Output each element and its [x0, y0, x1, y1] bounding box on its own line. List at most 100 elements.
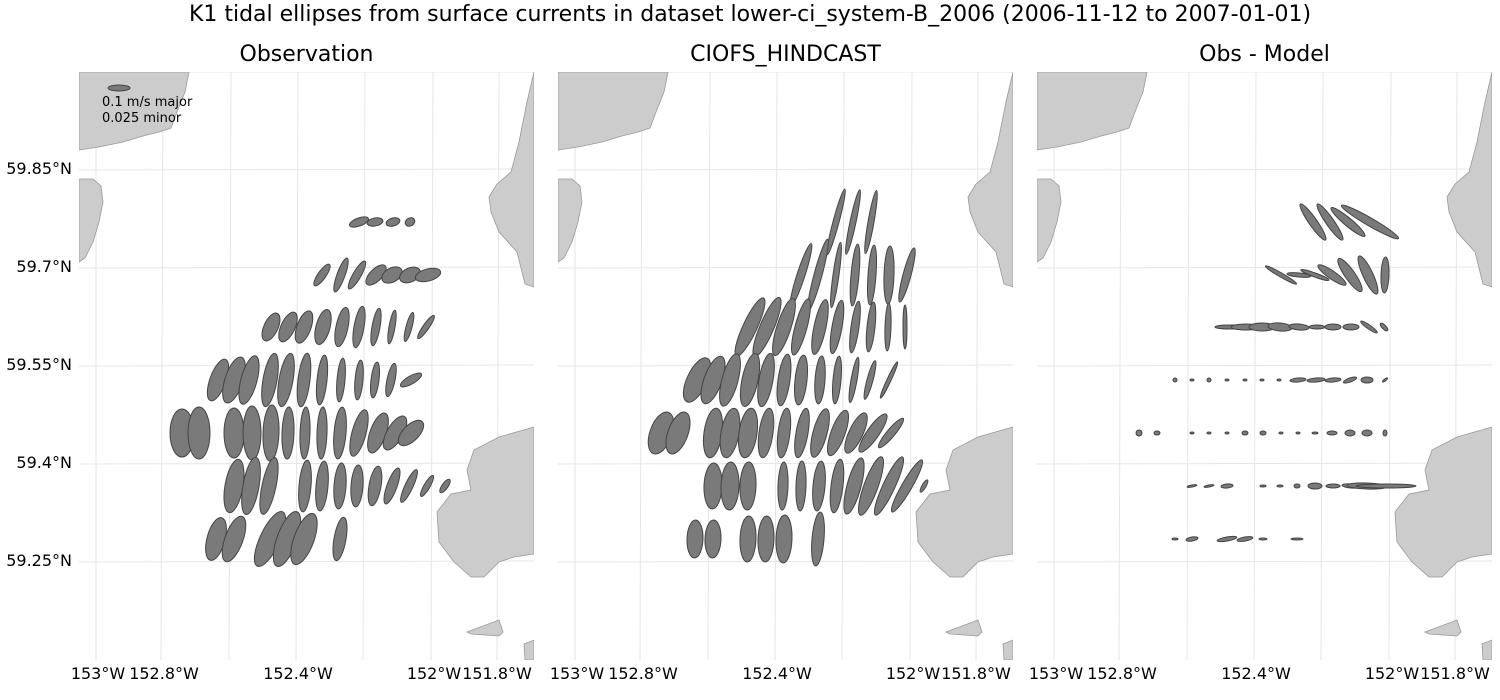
tidal-ellipse [1171, 537, 1179, 541]
gridline [909, 72, 913, 660]
legend-minor: 0.025 minor [102, 111, 182, 126]
tidal-ellipse [333, 462, 347, 510]
tidal-ellipse [419, 475, 435, 497]
tidal-ellipse [1324, 323, 1342, 331]
gridline [1037, 168, 1492, 171]
tidal-ellipse [1307, 482, 1323, 490]
lon-label: 153°W [1028, 664, 1084, 683]
tidal-ellipse [261, 312, 281, 342]
land-polygon [488, 72, 534, 288]
tidal-ellipse [720, 461, 740, 511]
tidal-ellipse [1206, 431, 1212, 435]
map-canvas [1037, 72, 1492, 660]
tidal-ellipse [1355, 483, 1417, 489]
tidal-ellipse [1330, 207, 1366, 237]
tidal-ellipse [299, 406, 311, 460]
lat-label: 59.55°N [6, 355, 72, 374]
tidal-ellipse [1360, 320, 1378, 334]
tidal-ellipse [1276, 484, 1284, 488]
tidal-ellipse [1242, 378, 1248, 382]
tidal-ellipse [1382, 429, 1388, 437]
tidal-ellipse [1220, 483, 1234, 489]
land-polygon [1002, 639, 1013, 660]
tidal-ellipse [777, 461, 789, 511]
tidal-ellipse [349, 409, 369, 457]
tidal-ellipse [1311, 431, 1319, 435]
tidal-ellipse [811, 511, 825, 567]
land-polygon [79, 178, 104, 263]
lon-label: 152.4°W [1221, 664, 1291, 683]
tidal-ellipse [1241, 430, 1249, 436]
tidal-ellipse [795, 460, 807, 512]
tidal-ellipse [863, 360, 877, 400]
tidal-ellipse [1289, 377, 1307, 383]
tidal-ellipse [1342, 376, 1358, 384]
tidal-ellipse [1259, 430, 1267, 436]
tidal-ellipse [1259, 484, 1267, 488]
tidal-ellipse [294, 310, 314, 344]
tidal-ellipse [223, 407, 245, 459]
tidal-ellipse [259, 457, 279, 515]
lon-label: 152.8°W [1087, 664, 1157, 683]
lon-label: 152°W [1364, 664, 1420, 683]
tidal-ellipse [385, 362, 397, 398]
tidal-ellipse [829, 299, 845, 355]
tidal-ellipse [1324, 377, 1342, 383]
tidal-ellipse [350, 464, 364, 508]
lon-label: 151.8°W [462, 664, 532, 683]
tidal-ellipse [290, 512, 318, 566]
lon-label: 152.8°W [129, 664, 199, 683]
tidal-ellipse [1203, 484, 1215, 488]
tidal-ellipse [849, 243, 861, 307]
tidal-ellipse [370, 307, 382, 347]
tidal-ellipse [1258, 537, 1268, 541]
tidal-ellipse [830, 241, 842, 309]
tidal-ellipse [316, 406, 328, 460]
map-observation [79, 72, 534, 660]
gridline [79, 168, 534, 171]
tidal-ellipse [221, 515, 247, 563]
tidal-ellipse [352, 305, 366, 349]
tidal-ellipse [1325, 483, 1341, 489]
tidal-ellipse [238, 355, 260, 405]
tidal-ellipse [812, 460, 826, 512]
lon-label: 152°W [406, 664, 462, 683]
tidal-ellipse [1361, 429, 1373, 437]
gridline [1320, 72, 1324, 660]
tidal-ellipse [919, 479, 929, 493]
tidal-ellipse [811, 299, 829, 355]
land-polygon [967, 72, 1013, 288]
tidal-ellipse [1153, 430, 1161, 436]
tidal-ellipse [794, 407, 810, 459]
land-polygon [1394, 426, 1492, 578]
tidal-ellipse [1308, 324, 1326, 330]
tidal-ellipse [1276, 378, 1282, 382]
land-polygon [1424, 619, 1462, 637]
tidal-ellipse [242, 405, 262, 461]
gridline [1388, 72, 1392, 660]
tidal-ellipse [1295, 431, 1301, 435]
tidal-ellipse [793, 354, 809, 406]
tidal-ellipse [1189, 378, 1195, 382]
gridline [975, 72, 979, 660]
map-canvas [558, 72, 1013, 660]
tidal-ellipse [399, 372, 423, 388]
tidal-ellipse [873, 456, 905, 516]
tidal-ellipse [791, 298, 811, 356]
tidal-ellipse [890, 459, 924, 513]
land-polygon [466, 619, 504, 637]
tidal-ellipse [347, 260, 367, 290]
gridline [558, 168, 1013, 171]
panel-title-difference: Obs - Model [1199, 42, 1330, 67]
tidal-ellipse [814, 355, 826, 405]
gridline [1037, 462, 1492, 465]
tidal-ellipse [1259, 378, 1265, 382]
land-polygon [1481, 639, 1492, 660]
gridline [1454, 72, 1458, 660]
tidal-ellipse [858, 456, 884, 516]
tidal-ellipse [686, 519, 704, 559]
lon-label: 151.8°W [941, 664, 1011, 683]
tidal-ellipse [829, 458, 845, 514]
tidal-ellipse [313, 263, 331, 287]
tidal-ellipse [336, 357, 346, 403]
